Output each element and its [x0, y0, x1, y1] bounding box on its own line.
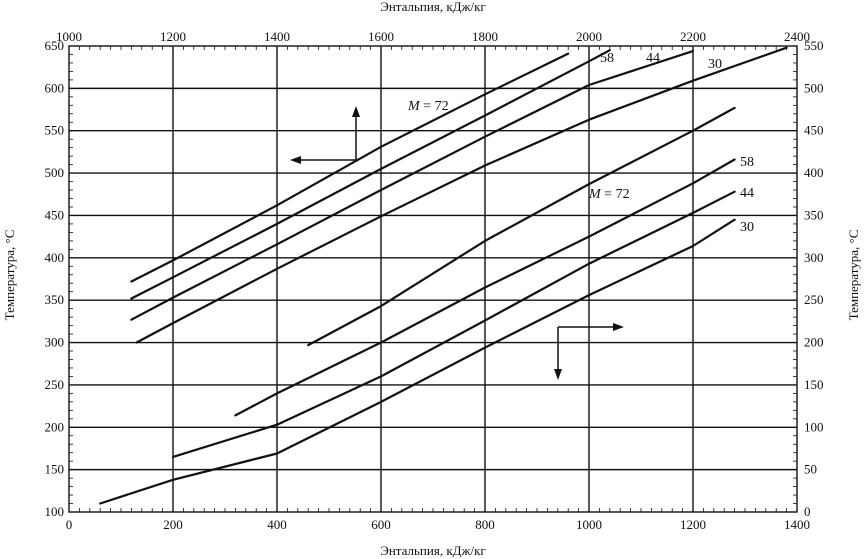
left-tick-label: 550 — [45, 123, 65, 138]
curve-44 — [171, 190, 736, 458]
frame-rect — [68, 45, 798, 513]
curve-30 — [99, 218, 736, 505]
bottom-tick-label: 400 — [267, 517, 287, 532]
curve-label: 44 — [646, 51, 660, 66]
right-tick-label: 250 — [804, 292, 824, 307]
top-tick-label: 2200 — [680, 29, 706, 44]
curve-m72 — [307, 106, 736, 347]
right-tick-label: 0 — [804, 504, 811, 519]
arrow-left-head — [290, 156, 301, 164]
curve-label: 30 — [740, 220, 754, 235]
arrow-down-head — [554, 369, 562, 380]
top-tick-label: 1800 — [472, 29, 498, 44]
tick-labels: 1001502002503003504004505005506006500501… — [45, 29, 824, 532]
arrow-right-head — [613, 323, 624, 331]
right-tick-label: 350 — [804, 207, 824, 222]
right-tick-label: 500 — [804, 80, 824, 95]
arrow-up-head — [352, 106, 360, 117]
top-tick-label: 2000 — [576, 29, 602, 44]
left-tick-label: 500 — [45, 165, 65, 180]
left-tick-label: 300 — [45, 335, 65, 350]
left-tick-label: 650 — [45, 38, 65, 53]
left-tick-label: 200 — [45, 419, 65, 434]
left-tick-label: 250 — [45, 377, 65, 392]
right-tick-label: 50 — [804, 462, 817, 477]
curve-30 — [135, 46, 788, 344]
curve-label: 30 — [708, 57, 722, 72]
left-axis-title: Температура, °С — [2, 230, 17, 321]
curve-label: 58 — [740, 155, 754, 170]
curve-58 — [130, 49, 611, 300]
curve-label: M = 72 — [588, 187, 630, 202]
curve-58 — [234, 158, 736, 417]
left-tick-label: 350 — [45, 292, 65, 307]
curve-label: 58 — [600, 51, 614, 66]
left-tick-label: 450 — [45, 207, 65, 222]
right-tick-label: 400 — [804, 165, 824, 180]
bottom-axis-title: Энтальпия, кДж/кг — [380, 543, 486, 558]
bottom-tick-label: 1200 — [680, 517, 706, 532]
left-tick-label: 400 — [45, 250, 65, 265]
top-tick-label: 1200 — [160, 29, 186, 44]
curve-labels: M = 72 58 44 30 M = 72 58 44 30 — [407, 51, 754, 235]
left-tick-label: 150 — [45, 462, 65, 477]
plot-frame — [68, 45, 798, 513]
top-tick-label: 1600 — [368, 29, 394, 44]
top-axis-title: Энтальпия, кДж/кг — [380, 0, 486, 14]
curves — [99, 46, 788, 505]
left-tick-label: 600 — [45, 80, 65, 95]
curve-44 — [130, 50, 695, 321]
curve-m72 — [130, 52, 570, 283]
bottom-tick-label: 200 — [163, 517, 183, 532]
curve-label: 44 — [740, 186, 754, 201]
arrows — [290, 106, 624, 380]
right-tick-label: 150 — [804, 377, 824, 392]
right-tick-label: 550 — [804, 38, 824, 53]
right-tick-label: 300 — [804, 250, 824, 265]
bottom-tick-label: 0 — [66, 517, 73, 532]
bottom-tick-label: 1000 — [576, 517, 602, 532]
left-tick-label: 100 — [45, 504, 65, 519]
bottom-tick-label: 1400 — [784, 517, 810, 532]
top-tick-label: 2400 — [784, 29, 810, 44]
bottom-tick-label: 600 — [371, 517, 391, 532]
top-tick-label: 1400 — [264, 29, 290, 44]
right-axis-title: Температура, °С — [846, 230, 861, 321]
right-tick-label: 100 — [804, 419, 824, 434]
curve-label: M = 72 — [407, 99, 449, 114]
bottom-tick-label: 800 — [475, 517, 495, 532]
top-tick-label: 1000 — [56, 29, 82, 44]
right-tick-label: 200 — [804, 335, 824, 350]
grid — [69, 46, 797, 512]
right-tick-label: 450 — [804, 123, 824, 138]
